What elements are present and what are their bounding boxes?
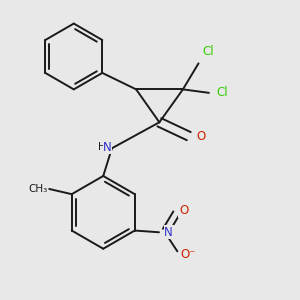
Text: O: O: [179, 204, 188, 217]
Text: CH₃: CH₃: [28, 184, 47, 194]
Text: H: H: [98, 142, 106, 152]
Text: Cl: Cl: [202, 45, 214, 58]
Text: N: N: [164, 226, 173, 239]
Text: O⁻: O⁻: [180, 248, 196, 261]
Text: N: N: [103, 141, 112, 154]
Text: O: O: [196, 130, 206, 143]
Text: Cl: Cl: [217, 86, 229, 99]
